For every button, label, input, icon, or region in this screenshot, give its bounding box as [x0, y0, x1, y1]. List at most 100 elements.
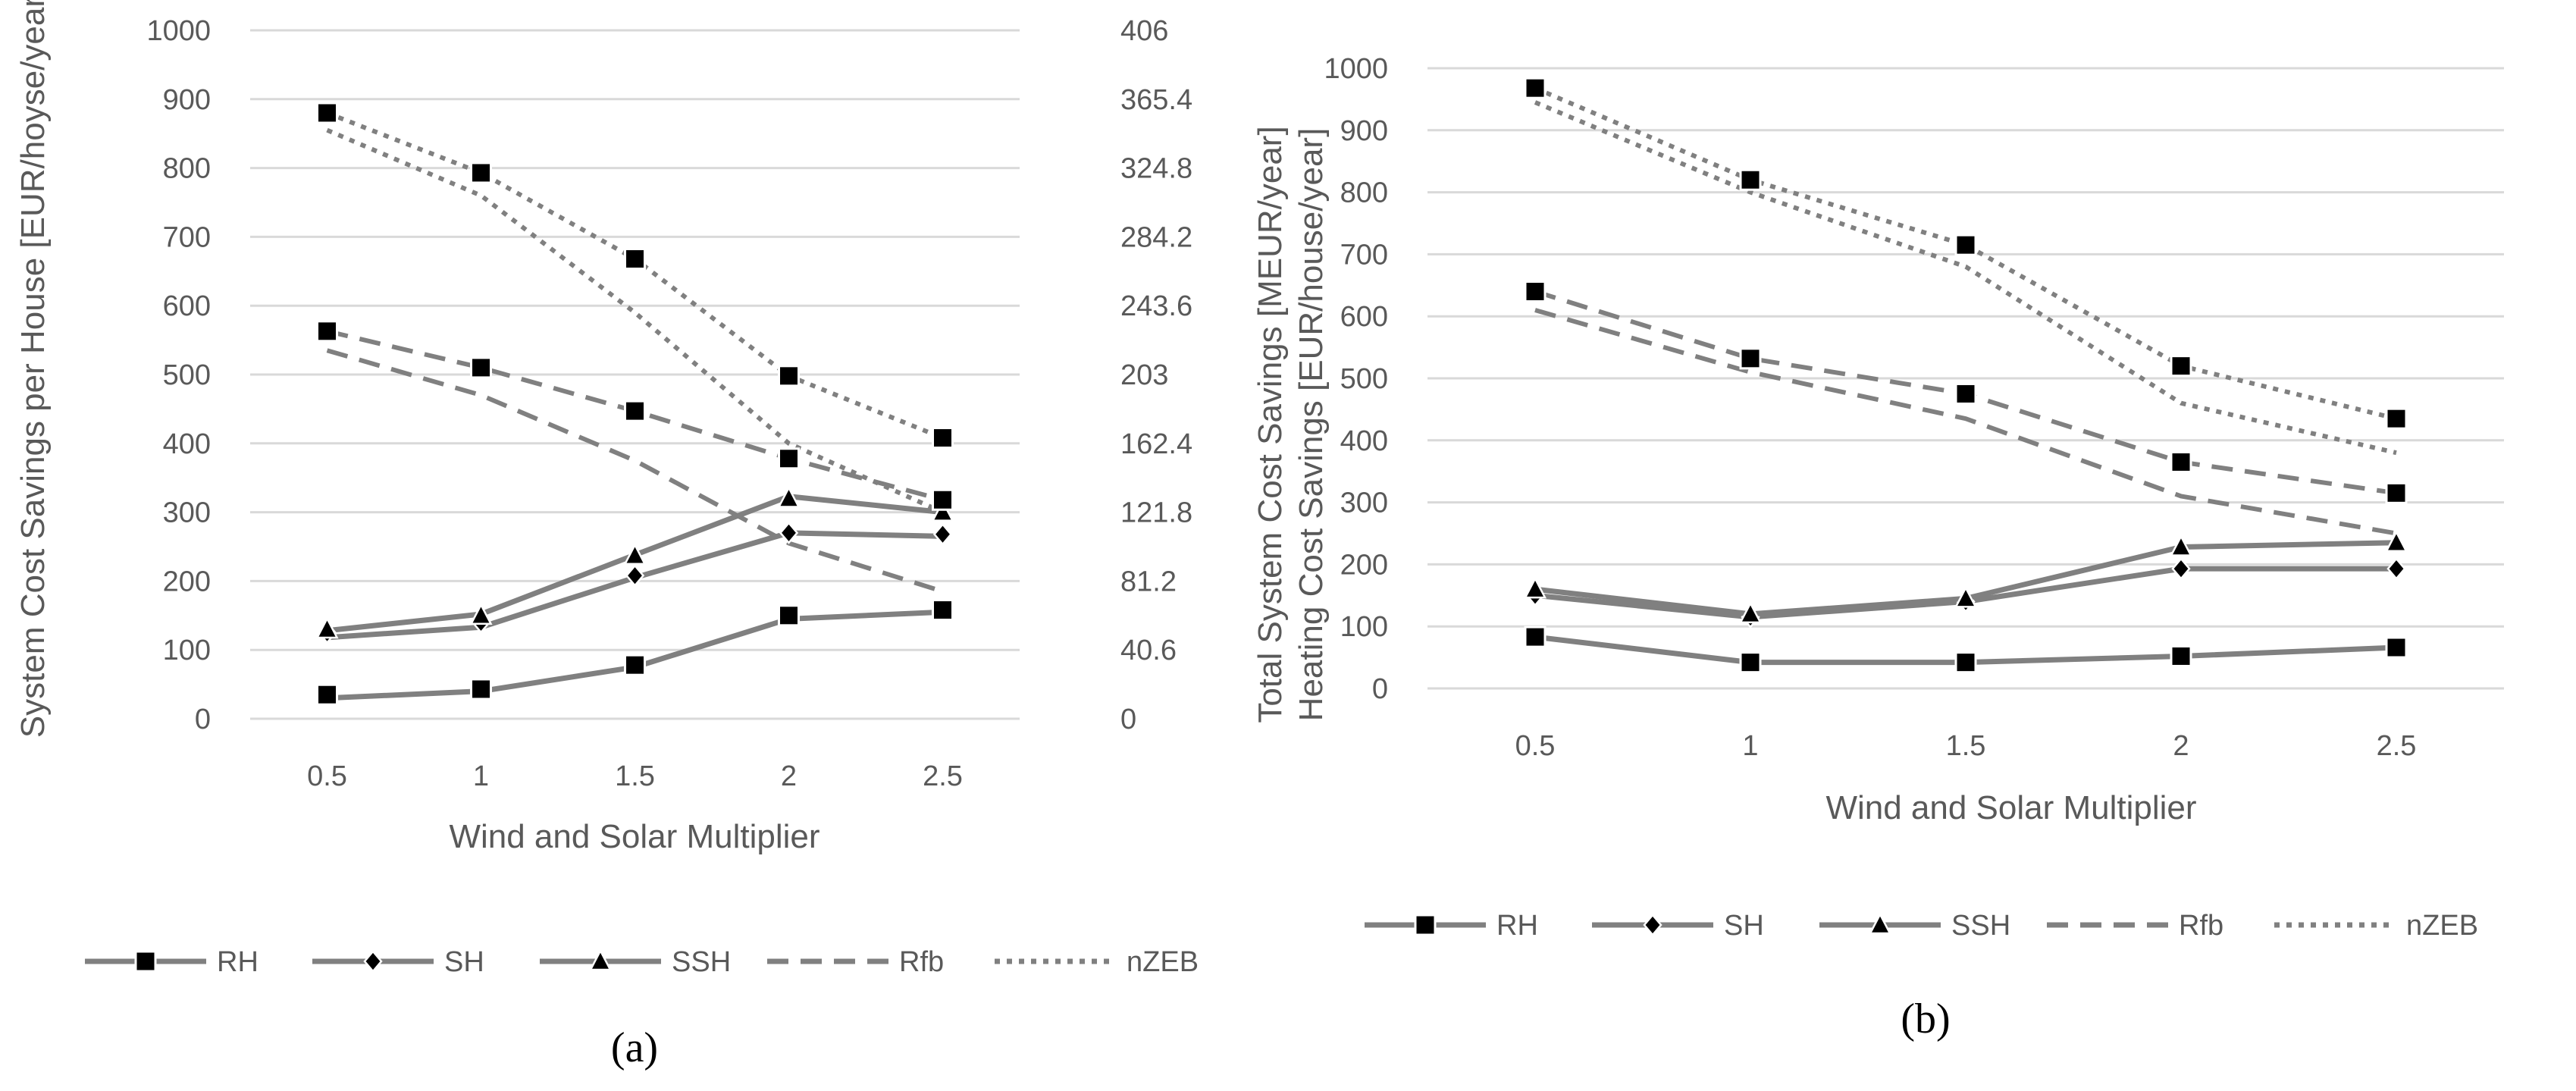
series-line-nzeb [1534, 100, 2397, 456]
series-ssh-total [315, 485, 954, 639]
legend-marker [134, 950, 157, 973]
data-point-nzeb-total [624, 247, 646, 270]
data-point-rh [2170, 644, 2192, 667]
data-point-rfb-total [932, 488, 954, 511]
y2-tick-label: 203 [1120, 359, 1168, 391]
y-tick-label: 200 [1340, 549, 1388, 581]
y-tick-label: 1000 [146, 15, 211, 47]
data-point-ssh-total [623, 543, 647, 566]
data-point-nzeb-total [932, 427, 954, 450]
data-point-rh [2385, 636, 2408, 659]
y-axis-title: System Cost Savings per House [EUR/hoyse… [14, 0, 52, 738]
x-tick-label: 2.5 [923, 760, 963, 792]
secondary-y-axis-title: Total System Cost Savings [MEUR/year] [1252, 126, 1289, 723]
y-axis-ticks: 0 100 200 300 400 500 600 700 800 900 1000 [146, 15, 211, 735]
y2-tick-label: 40.6 [1120, 635, 1177, 666]
x-axis-ticks: 0.5 1 1.5 2 2.5 [1515, 730, 2417, 762]
data-point-ssh [1954, 585, 1978, 608]
legend-marker [1414, 914, 1437, 936]
series-line-rfb [1534, 308, 2397, 536]
x-tick-label: 1.5 [1946, 730, 1986, 762]
data-point-rfb-upper [2385, 481, 2408, 504]
y2-tick-label: 0 [1120, 704, 1136, 735]
y-tick-label: 0 [1372, 673, 1388, 705]
series-line-rfb [326, 348, 944, 594]
data-point-rh [1954, 651, 1977, 674]
y-tick-label: 400 [1340, 425, 1388, 457]
legend-marker [588, 948, 613, 971]
legend-b: RH SH SSH Rfb nZEB [1365, 910, 2478, 942]
series-rfb-upper [1524, 280, 2408, 504]
legend-label: Rfb [899, 946, 944, 978]
y-tick-label: 500 [1340, 363, 1388, 395]
legend-item-ssh: SSH [1819, 910, 2010, 942]
data-point-rh-total [316, 683, 338, 706]
y2-tick-label: 284.2 [1120, 221, 1192, 253]
y-tick-label: 700 [163, 221, 211, 253]
data-point-nzeb-upper [1739, 168, 1762, 191]
data-point-sh-total [625, 564, 645, 588]
y-axis-ticks: 0 100 200 300 400 500 600 700 800 900 1000 [1324, 53, 1388, 705]
data-point-nzeb-upper [2170, 355, 2192, 378]
panel-label-a: (a) [611, 1024, 658, 1071]
y2-tick-label: 324.8 [1120, 153, 1192, 185]
legend-marker [1868, 912, 1892, 935]
data-point-ssh [2384, 530, 2408, 553]
y-tick-label: 1000 [1324, 53, 1388, 85]
series-sh-total [317, 521, 953, 644]
series-rfb-total [316, 320, 954, 511]
series-group [1523, 77, 2408, 674]
data-point-ssh-total [777, 485, 801, 508]
data-point-nzeb-total [470, 161, 492, 184]
data-point-sh-total [779, 521, 799, 544]
series-rh-total [316, 599, 954, 706]
legend-label: SSH [1951, 910, 2010, 942]
legend-marker [363, 950, 383, 973]
y2-tick-label: 406 [1120, 15, 1168, 47]
legend-marker [1643, 914, 1662, 936]
x-tick-label: 2 [781, 760, 797, 792]
x-tick-label: 2.5 [2377, 730, 2417, 762]
y-tick-label: 500 [163, 359, 211, 391]
chart-panel-b: 0 100 200 300 400 500 600 700 800 900 1000 0.5 1 1.5… [1252, 53, 2504, 1042]
y2-tick-label: 243.6 [1120, 290, 1192, 322]
legend-label: RH [1496, 910, 1538, 942]
x-tick-label: 1 [473, 760, 489, 792]
data-point-nzeb-upper [1954, 234, 1977, 256]
data-point-ssh-total [469, 603, 493, 625]
legend-item-nzeb: nZEB [2274, 910, 2478, 942]
legend-item-rh: RH [85, 946, 259, 978]
series-rh [1524, 625, 2408, 674]
series-ssh [1523, 530, 2408, 624]
data-point-sh-total [932, 522, 953, 546]
y-tick-label: 300 [163, 497, 211, 529]
legend-item-rfb: Rfb [767, 946, 944, 978]
legend-item-rfb: Rfb [2047, 910, 2223, 942]
y-axis-title: Heating Cost Savings [EUR/house/year] [1293, 128, 1330, 722]
x-tick-label: 1.5 [615, 760, 655, 792]
data-point-sh [2171, 557, 2191, 581]
series-line-nzeb [326, 127, 944, 515]
series-nzeb [1534, 100, 2397, 456]
y-tick-label: 800 [163, 153, 211, 185]
series-nzeb-total [316, 102, 954, 450]
panel-label-b: (b) [1901, 995, 1950, 1042]
series-rfb [1534, 308, 2397, 536]
series-rfb [326, 348, 944, 594]
data-point-nzeb-upper [1524, 77, 1547, 99]
y-tick-label: 400 [163, 428, 211, 460]
series-line-nzeb-total [326, 111, 944, 440]
data-point-rh [1524, 625, 1547, 648]
legend-item-nzeb: nZEB [995, 946, 1199, 978]
x-axis-ticks: 0.5 1 1.5 2 2.5 [307, 760, 963, 792]
y-tick-label: 600 [1340, 301, 1388, 333]
data-point-ssh-total [931, 499, 954, 522]
data-point-ssh [2169, 534, 2193, 556]
data-point-nzeb-total [316, 102, 338, 124]
y-tick-label: 100 [163, 635, 211, 666]
y2-tick-label: 121.8 [1120, 497, 1192, 529]
series-line-nzeb-upper [1534, 86, 2397, 422]
y-tick-label: 800 [1340, 177, 1388, 209]
x-tick-label: 2 [2173, 730, 2189, 762]
data-point-rfb-upper [1739, 347, 1762, 370]
